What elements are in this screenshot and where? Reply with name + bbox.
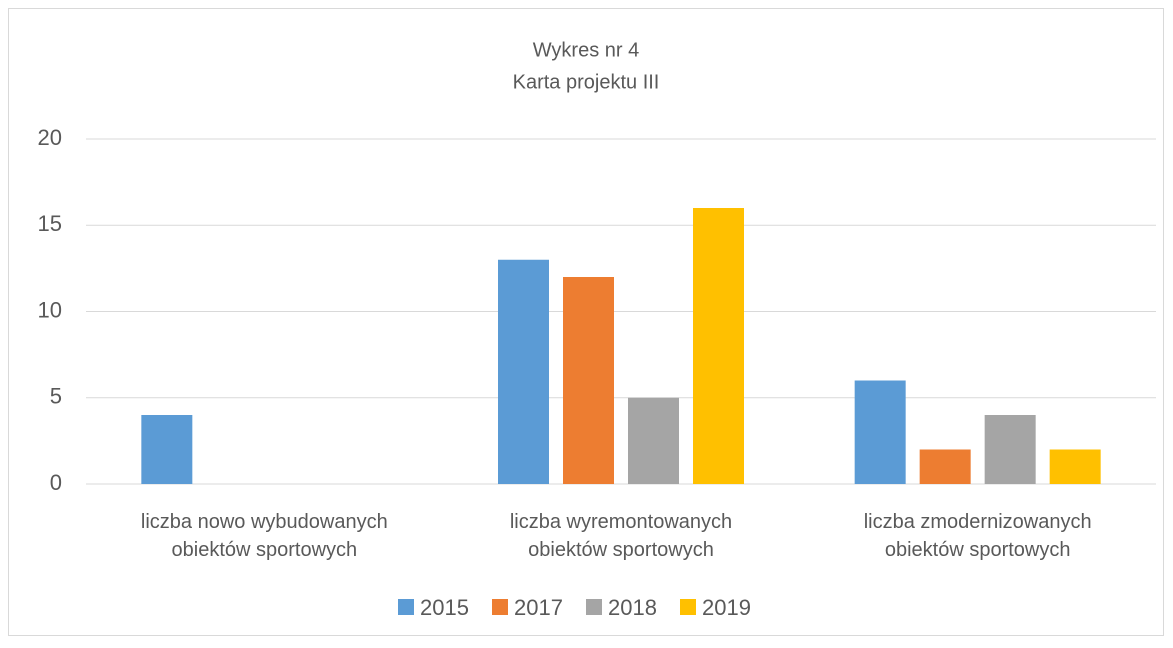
legend-swatch	[680, 599, 696, 615]
bar	[984, 415, 1036, 484]
legend-swatch	[586, 599, 602, 615]
legend-label: 2018	[608, 595, 657, 620]
bar	[498, 259, 549, 484]
x-tick-label: liczba nowo wybudowanych obiektów sporto…	[140, 511, 388, 561]
bar	[919, 449, 971, 484]
legend-label: 2019	[702, 595, 751, 620]
y-tick-label: 20	[38, 125, 62, 150]
y-tick-label: 5	[50, 384, 62, 409]
legend-label: 2017	[514, 595, 563, 620]
legend-label: 2015	[420, 595, 469, 620]
y-tick-label: 10	[38, 297, 62, 322]
x-tick-label: liczba wyremontowanych obiektów sportowy…	[509, 511, 733, 561]
y-tick-label: 0	[50, 470, 62, 495]
x-tick-label: liczba zmodernizowanych obiektów sportow…	[863, 511, 1092, 561]
bar	[563, 277, 614, 484]
bar	[628, 397, 679, 484]
bar	[693, 208, 744, 484]
bar	[141, 415, 193, 484]
chart-title: Wykres nr 4	[533, 39, 640, 61]
bar	[854, 380, 906, 484]
y-tick-label: 15	[38, 211, 62, 236]
legend-swatch	[398, 599, 414, 615]
chart-subtitle: Karta projektu III	[513, 71, 660, 93]
legend-swatch	[492, 599, 508, 615]
bar	[1049, 449, 1101, 484]
